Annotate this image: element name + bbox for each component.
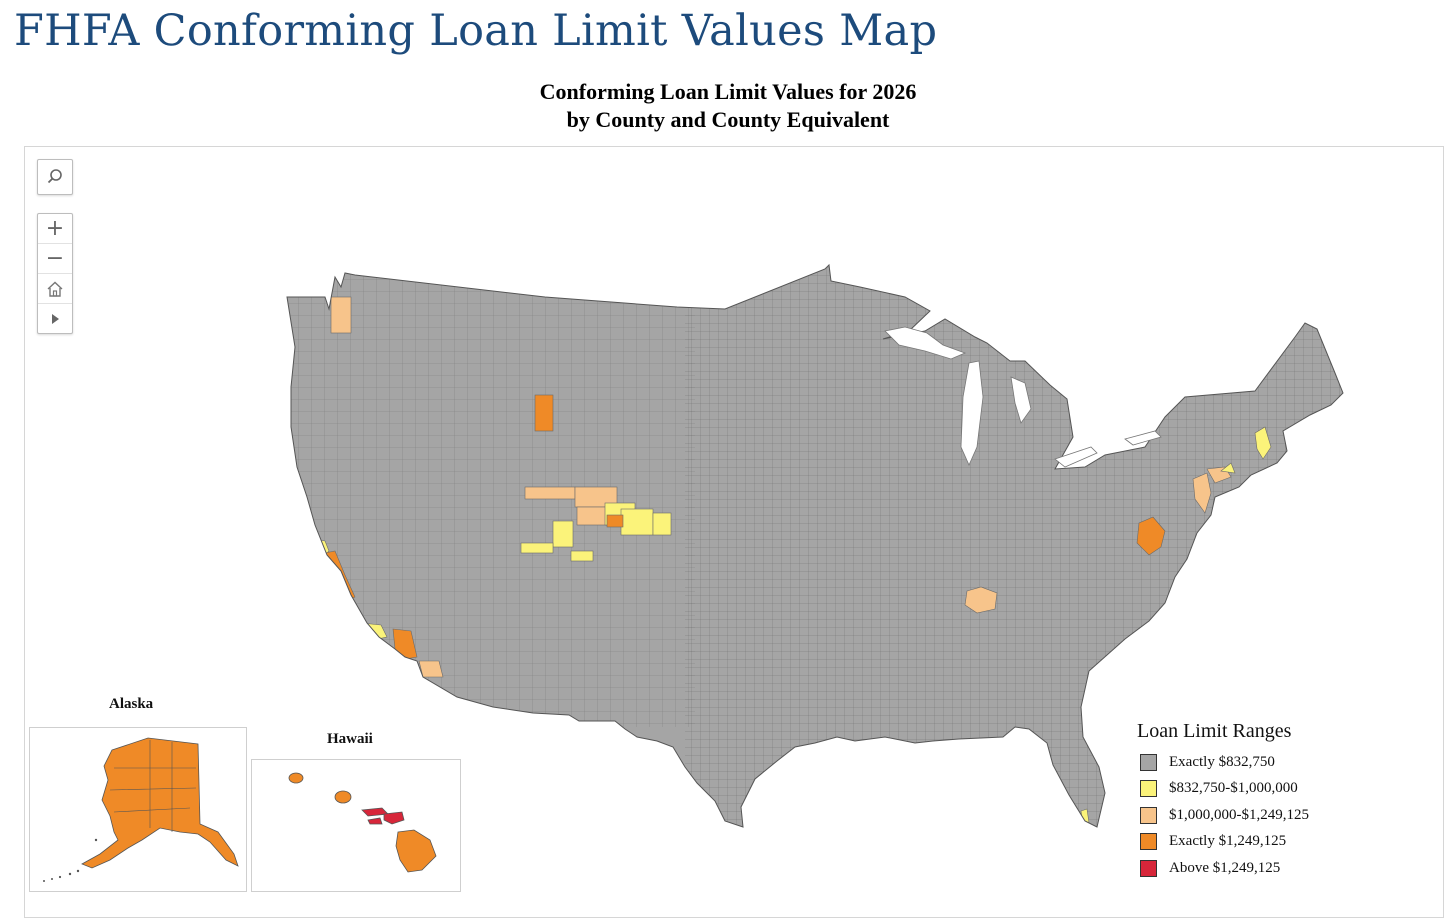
legend-label: $832,750-$1,000,000	[1169, 780, 1298, 797]
map-navigation-controls: + −	[37, 213, 73, 334]
legend-item: Above $1,249,125	[1137, 855, 1337, 882]
legend-swatch	[1140, 780, 1157, 798]
alaska-label: Alaska	[109, 696, 154, 712]
legend: Loan Limit Ranges Exactly $832,750 $832,…	[1137, 720, 1337, 882]
legend-item: Exactly $832,750	[1137, 749, 1337, 776]
legend-swatch	[1140, 753, 1157, 771]
alaska-map	[43, 737, 239, 882]
hawaii-inset[interactable]	[251, 759, 461, 892]
search-button[interactable]	[37, 159, 73, 195]
contiguous-us-map[interactable]	[25, 147, 1443, 917]
legend-swatch	[1140, 833, 1157, 851]
zoom-out-button[interactable]: −	[38, 243, 72, 273]
map-title-line-2: by County and County Equivalent	[566, 107, 890, 132]
home-button[interactable]	[38, 273, 72, 303]
legend-title: Loan Limit Ranges	[1137, 720, 1292, 742]
legend-swatch	[1140, 806, 1157, 824]
legend-item: $832,750-$1,000,000	[1137, 776, 1337, 803]
hawaii-map	[288, 772, 437, 873]
zoom-in-button[interactable]: +	[45, 215, 65, 241]
home-icon	[47, 281, 63, 297]
alaska-inset[interactable]	[29, 727, 247, 892]
page-title: FHFA Conforming Loan Limit Values Map	[14, 6, 938, 56]
search-icon	[47, 169, 62, 184]
map-viewer[interactable]: + −	[24, 146, 1444, 918]
play-triangle-icon	[52, 313, 59, 324]
legend-label: Exactly $832,750	[1169, 753, 1275, 770]
legend-item: Exactly $1,249,125	[1137, 829, 1337, 856]
legend-label: $1,000,000-$1,249,125	[1169, 806, 1309, 823]
legend-item: $1,000,000-$1,249,125	[1137, 802, 1337, 829]
legend-label: Above $1,249,125	[1169, 859, 1281, 876]
legend-label: Exactly $1,249,125	[1169, 833, 1287, 850]
play-button[interactable]	[38, 303, 72, 333]
legend-swatch	[1140, 859, 1157, 877]
hawaii-label: Hawaii	[327, 731, 373, 747]
map-title-line-1: Conforming Loan Limit Values for 2026	[539, 79, 917, 104]
